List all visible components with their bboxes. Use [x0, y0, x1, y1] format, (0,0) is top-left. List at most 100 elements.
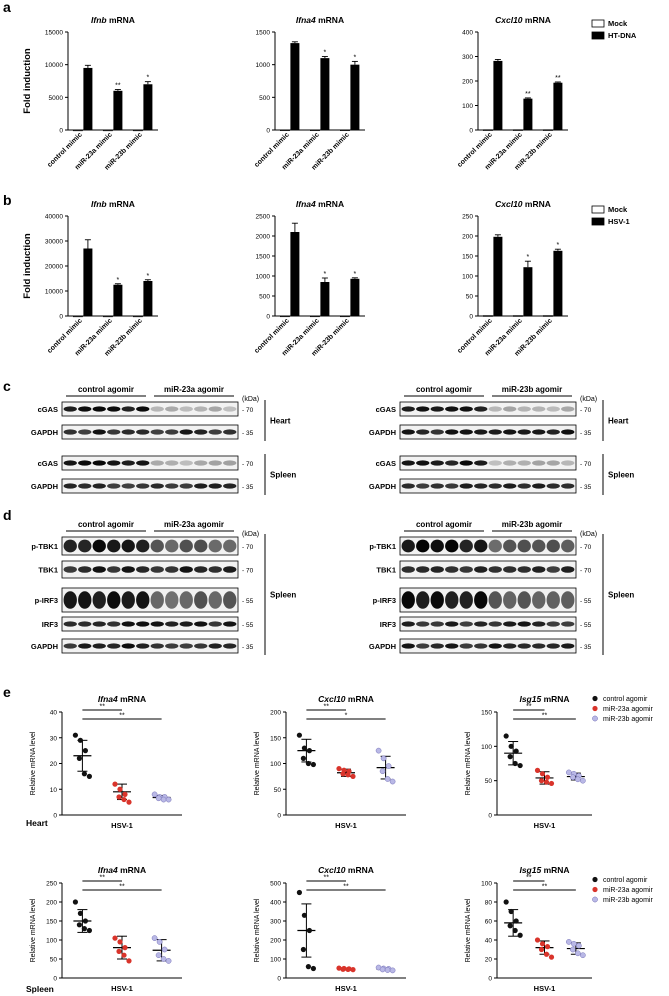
- y-axis-label: Fold induction: [22, 233, 33, 299]
- title-gene: Ifna4: [296, 15, 316, 25]
- blot-band: [561, 621, 575, 627]
- blot-band: [165, 483, 179, 489]
- blot-band: [546, 566, 560, 573]
- bar-treated: [350, 64, 360, 130]
- significance-mark: *: [324, 271, 327, 278]
- blot-band: [488, 643, 502, 649]
- data-point: [112, 781, 118, 787]
- blot-band: [179, 591, 193, 609]
- scatter-chart-e3: Isg15 mRNA 0 50 100 150 Relative mRNA level HS…: [465, 694, 592, 830]
- blot-band: [107, 429, 121, 435]
- scatter-chart-e4: Ifna4 mRNA 0 50 100 150 200 250 Relative mRNA l…: [30, 865, 182, 993]
- blot-band: [179, 621, 193, 627]
- blot-band: [223, 539, 237, 553]
- blot-band: [208, 460, 222, 466]
- blot-band: [517, 566, 531, 573]
- data-point: [165, 796, 172, 803]
- blot-band: [78, 591, 92, 609]
- blot-band: [416, 566, 430, 573]
- blot-band: [488, 621, 502, 627]
- blot-band: [150, 429, 164, 435]
- blot-band: [136, 643, 150, 649]
- x-axis-label: HSV-1: [111, 821, 133, 830]
- blot-band: [194, 460, 208, 466]
- blot-band: [546, 591, 560, 609]
- blot-band: [517, 591, 531, 609]
- bar-treated: [113, 284, 123, 316]
- x-axis-label: HSV-1: [335, 984, 357, 993]
- data-point: [72, 899, 78, 905]
- title-suffix: mRNA: [316, 199, 344, 209]
- chart-title: Ifna4 mRNA: [98, 865, 146, 875]
- bar-mock: [310, 315, 320, 318]
- blot-band: [194, 406, 208, 412]
- blot-frame: [61, 638, 239, 654]
- blot-band: [107, 483, 121, 489]
- blot-band: [78, 643, 92, 649]
- western-blot-d-right: control agomir miR-23b agomir (kDa) p-TBK1 -…: [369, 520, 634, 655]
- blot-band: [121, 566, 135, 573]
- blot-band: [503, 460, 517, 466]
- significance-mark: **: [555, 75, 561, 82]
- blot-band: [136, 483, 150, 489]
- tissue-label: Spleen: [270, 591, 296, 600]
- y-tick-label: 1500: [256, 30, 271, 37]
- blot-band: [150, 621, 164, 627]
- blot-band: [474, 539, 488, 553]
- data-point: [117, 786, 123, 792]
- title-suffix: mRNA: [541, 694, 569, 704]
- chart-title: Ifna4 mRNA: [296, 15, 344, 25]
- y-axis-label: Relative mRNA level: [30, 731, 37, 795]
- blot-band: [416, 483, 430, 489]
- blot-band: [179, 566, 193, 573]
- blot-band: [430, 643, 444, 649]
- blot-band: [194, 483, 208, 489]
- blot-band: [401, 591, 415, 609]
- blot-band: [474, 643, 488, 649]
- y-tick-label: 15000: [45, 30, 63, 37]
- blot-band: [474, 566, 488, 573]
- title-suffix: mRNA: [346, 694, 374, 704]
- blot-band: [488, 566, 502, 573]
- bar-treated: [320, 282, 330, 316]
- blot-band: [517, 460, 531, 466]
- western-blot-d-left: control agomir miR-23a agomir (kDa) p-TBK1 -…: [31, 520, 296, 655]
- data-point: [301, 745, 307, 751]
- panel-letter-a: a: [3, 0, 11, 15]
- title-gene: Cxcl10: [495, 199, 523, 209]
- data-point: [379, 966, 386, 973]
- blot-band: [63, 460, 77, 466]
- bar-mock: [513, 129, 523, 131]
- blot-band: [121, 621, 135, 627]
- blot-band: [503, 621, 517, 627]
- blot-band: [63, 429, 77, 435]
- blot-row-label: IRF3: [42, 620, 58, 629]
- blot-band: [445, 460, 459, 466]
- blot-band: [546, 483, 560, 489]
- y-tick-label: 20: [485, 957, 493, 964]
- data-point: [300, 755, 306, 761]
- legend-label: miR-23a agomir: [603, 887, 653, 894]
- blot-band: [401, 429, 415, 435]
- blot-band: [223, 483, 237, 489]
- blot-band: [78, 483, 92, 489]
- scatter-chart-e2: Cxcl10 mRNA 0 50 100 150 200 Relative mRNA lev…: [254, 694, 406, 830]
- y-tick-label: 0: [277, 813, 281, 820]
- bar-treated: [553, 82, 563, 130]
- data-point: [77, 910, 83, 917]
- data-point: [112, 935, 118, 941]
- blot-band: [179, 483, 193, 489]
- scatter-legend: control agomir miR-23a agomir miR-23b agom…: [592, 695, 653, 723]
- data-point: [117, 939, 123, 945]
- blot-band: [150, 406, 164, 412]
- blot-band: [194, 566, 208, 573]
- blot-band: [165, 429, 179, 435]
- title-suffix: mRNA: [523, 15, 551, 25]
- legend-label: HT-DNA: [608, 31, 637, 40]
- blot-band: [121, 643, 135, 649]
- y-tick-label: 0: [59, 314, 63, 321]
- y-tick-label: 150: [46, 919, 57, 926]
- blot-row-label: TBK1: [38, 566, 58, 575]
- legend-label: Mock: [608, 205, 628, 214]
